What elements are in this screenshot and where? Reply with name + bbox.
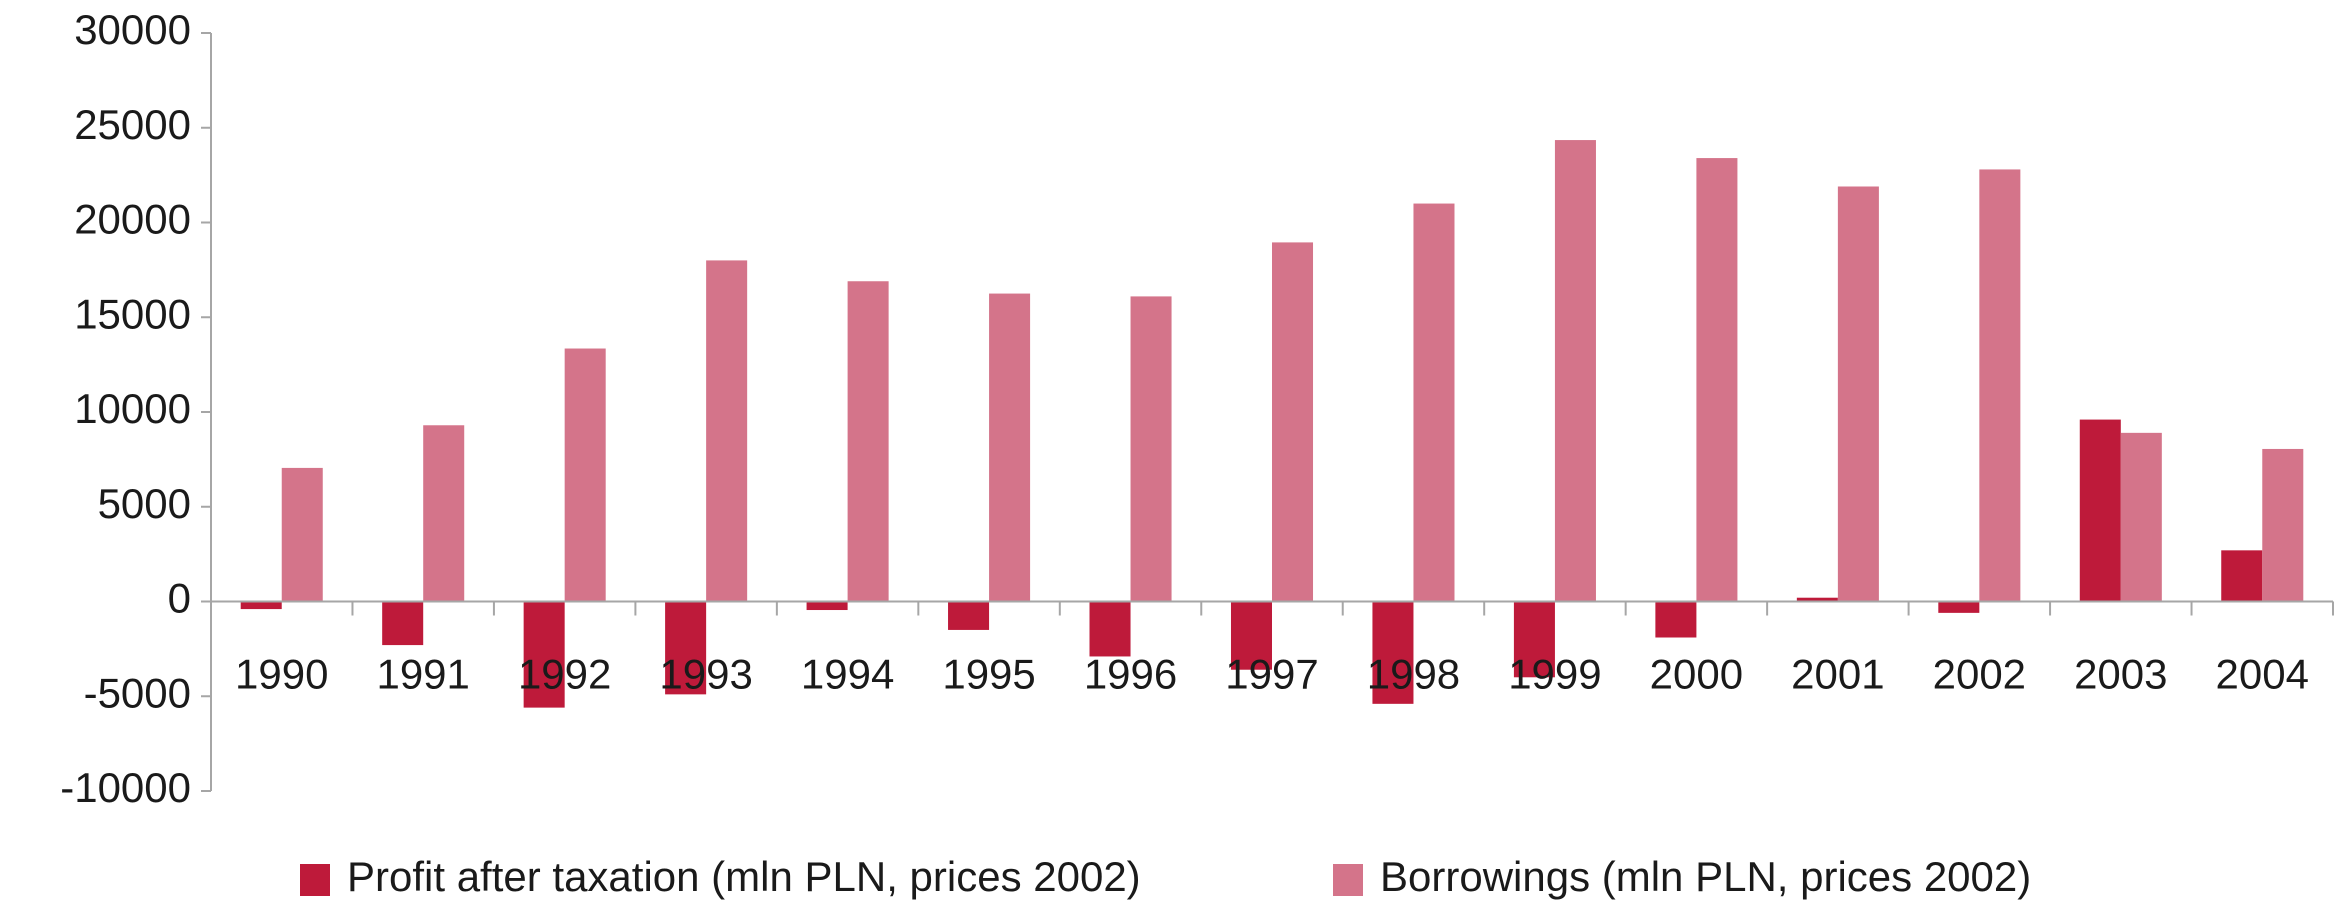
y-tick-label: 20000 — [74, 196, 191, 243]
bar — [2262, 448, 2304, 602]
bar — [1655, 601, 1697, 638]
x-tick-label: 1998 — [1367, 651, 1460, 698]
bar — [1938, 601, 1980, 613]
bar — [1372, 601, 1414, 704]
y-tick-label: 0 — [168, 575, 191, 622]
x-tick-label: 2001 — [1791, 651, 1884, 698]
x-tick-label: 2004 — [2216, 651, 2309, 698]
bar — [281, 467, 323, 602]
x-tick-label: 1992 — [518, 651, 611, 698]
bar — [1130, 296, 1172, 602]
legend-label: Borrowings (mln PLN, prices 2002) — [1380, 853, 2031, 900]
bar — [1696, 158, 1738, 602]
x-tick-label: 1993 — [659, 651, 752, 698]
bar — [1796, 597, 1838, 602]
bar — [1554, 140, 1596, 602]
x-tick-label: 1996 — [1084, 651, 1177, 698]
x-tick-label: 2000 — [1650, 651, 1743, 698]
bar — [1272, 242, 1314, 602]
bar — [806, 601, 848, 611]
bar — [1979, 169, 2021, 602]
x-tick-label: 1994 — [801, 651, 894, 698]
x-tick-label: 1990 — [235, 651, 328, 698]
bar — [1837, 186, 1879, 602]
y-tick-label: 15000 — [74, 290, 191, 337]
bar — [989, 293, 1031, 602]
y-tick-label: 5000 — [98, 480, 191, 527]
bar — [1230, 601, 1272, 670]
y-tick-label: 30000 — [74, 6, 191, 53]
legend-label: Profit after taxation (mln PLN, prices 2… — [347, 853, 1141, 900]
bar — [2120, 432, 2162, 602]
legend-swatch — [1333, 864, 1363, 896]
bar — [2079, 419, 2121, 602]
x-tick-label: 1991 — [376, 651, 469, 698]
bar — [523, 601, 565, 708]
x-tick-label: 1997 — [1225, 651, 1318, 698]
bar — [1089, 601, 1131, 657]
x-tick-label: 2002 — [1933, 651, 2026, 698]
y-tick-label: -10000 — [60, 764, 191, 811]
bar — [706, 260, 748, 602]
bar — [2221, 550, 2263, 602]
bar — [1413, 203, 1455, 602]
x-tick-label: 2003 — [2074, 651, 2167, 698]
bar — [948, 601, 990, 630]
x-tick-label: 1999 — [1508, 651, 1601, 698]
y-tick-label: -5000 — [84, 669, 191, 716]
x-tick-label: 1995 — [942, 651, 1035, 698]
bar — [423, 425, 465, 602]
legend-swatch — [300, 864, 330, 896]
y-tick-label: 25000 — [74, 101, 191, 148]
bar — [564, 348, 606, 602]
y-tick-label: 10000 — [74, 385, 191, 432]
bar — [382, 601, 424, 646]
bar — [240, 601, 282, 610]
bar — [847, 281, 889, 602]
bar — [1513, 601, 1555, 678]
bar — [665, 601, 707, 695]
